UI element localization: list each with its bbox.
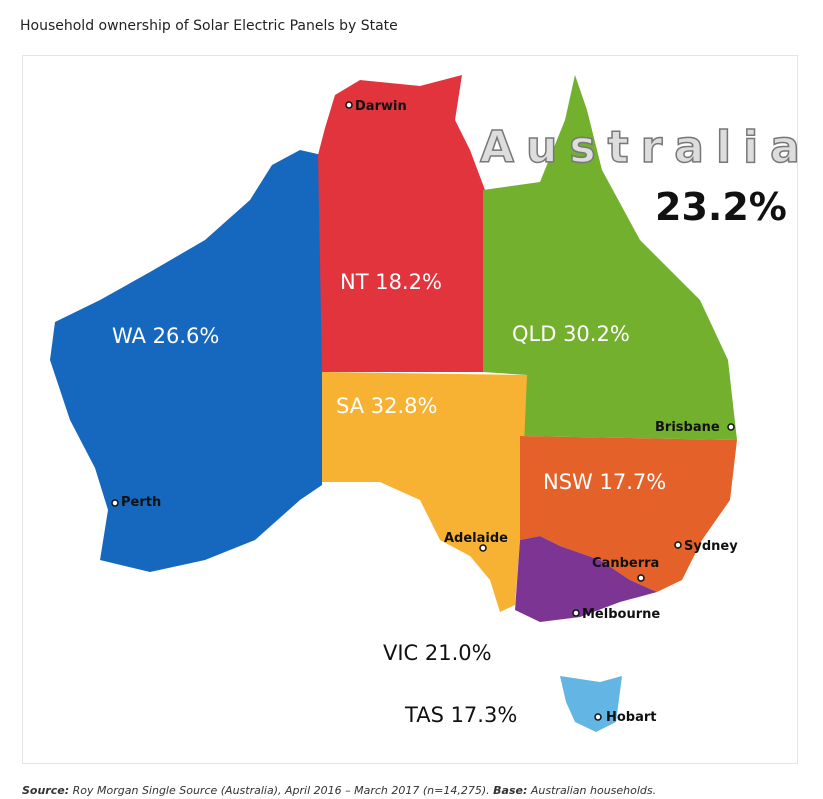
vic-region — [515, 536, 657, 622]
source-text: Roy Morgan Single Source (Australia), Ap… — [72, 784, 490, 797]
state-label: QLD 30.2% — [512, 322, 630, 346]
title: Household ownership of Solar Electric Pa… — [20, 18, 398, 34]
city-label: Brisbane — [655, 420, 720, 435]
country-name: Australia — [480, 122, 812, 173]
base-label: Base: — [493, 784, 528, 797]
map-frame — [22, 55, 798, 764]
state-label: NSW 17.7% — [543, 470, 666, 494]
state-label: SA 32.8% — [336, 394, 437, 418]
source-note: Source: Roy Morgan Single Source (Austra… — [22, 784, 656, 797]
country-value: 23.2% — [655, 185, 787, 229]
state-label: WA 26.6% — [112, 324, 219, 348]
city-label: Perth — [121, 495, 161, 510]
city-label: Darwin — [355, 99, 407, 114]
tas-region — [560, 676, 622, 732]
state-label: TAS 17.3% — [404, 703, 517, 727]
base-text: Australian households. — [530, 784, 657, 797]
city-label: Sydney — [684, 539, 738, 554]
city-label: Melbourne — [582, 607, 660, 622]
state-label: VIC 21.0% — [383, 641, 492, 665]
city-label: Adelaide — [444, 531, 508, 546]
nsw-region — [520, 436, 737, 592]
qld-region — [483, 75, 737, 440]
nt-region — [318, 75, 485, 372]
city-markers — [111, 101, 735, 721]
wa-region — [50, 150, 322, 572]
source-label: Source: — [22, 784, 70, 797]
city-label: Hobart — [606, 710, 657, 725]
state-label: NT 18.2% — [340, 270, 442, 294]
city-label: Canberra — [592, 556, 659, 571]
sa-region — [322, 372, 527, 612]
